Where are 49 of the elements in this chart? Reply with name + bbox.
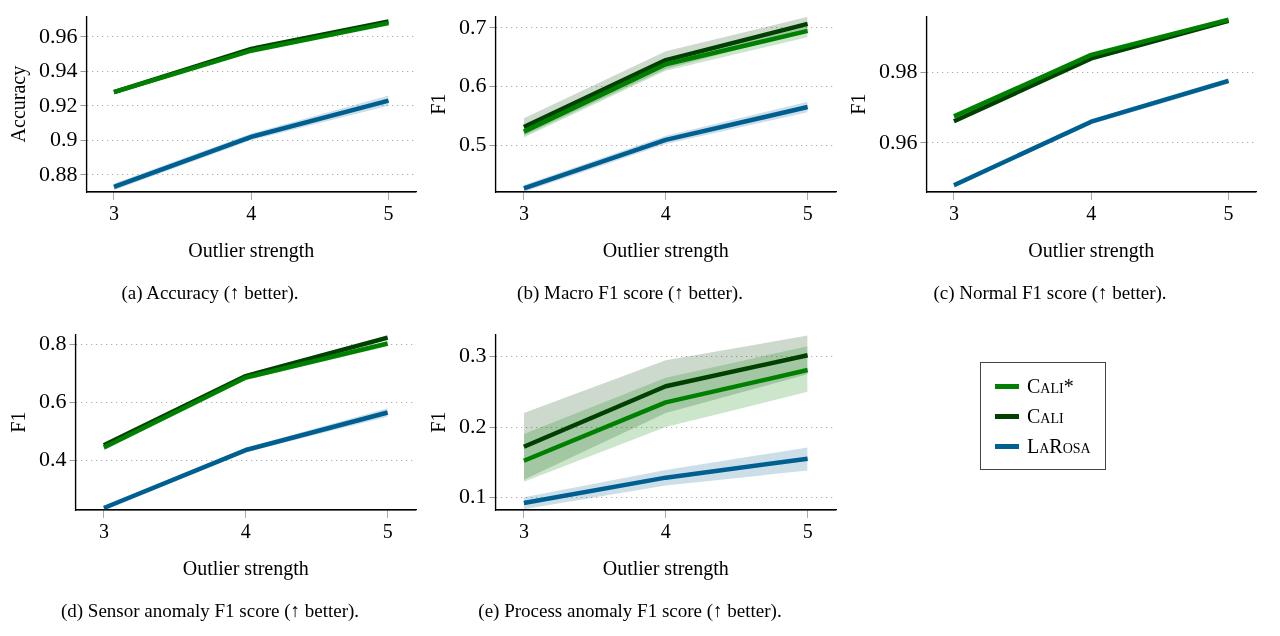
x-tick-label: 4 [246, 202, 257, 225]
y-tick-label: 0.96 [879, 128, 918, 154]
text: (e) Process anomaly F1 score (↑ better). [477, 600, 783, 622]
y-tick-label: 0.7 [459, 13, 487, 39]
text: (d) Sensor anomaly F1 score (↑ better). [59, 600, 361, 622]
y-tick-label: 0.4 [39, 446, 67, 472]
x-axis-title: Outlier strength [1028, 239, 1155, 263]
legend-label: Cali [1027, 404, 1064, 428]
x-tick-label: 4 [240, 520, 251, 543]
legend-label: Cali* [1027, 374, 1074, 398]
y-tick-label: 0.88 [39, 160, 78, 186]
x-axis-title: Outlier strength [602, 239, 729, 263]
x-axis-title: Outlier strength [182, 557, 309, 581]
y-axis-title: F1 [427, 411, 450, 433]
x-tick-label: 5 [802, 520, 813, 543]
y-axis-title: F1 [847, 93, 870, 115]
x-tick-label: 4 [1086, 202, 1097, 225]
x-tick-label: 3 [98, 520, 109, 543]
y-tick-label: 0.1 [459, 483, 487, 509]
y-tick-label: 0.8 [39, 329, 67, 355]
legend-label: LaRosa [1027, 434, 1091, 458]
y-tick-label: 0.96 [39, 22, 78, 48]
text: (c) Normal F1 score (↑ better). [932, 282, 1168, 304]
text: (a) Accuracy (↑ better). [120, 282, 300, 304]
y-tick-label: 0.5 [459, 130, 487, 156]
y-tick-label: 0.94 [39, 57, 78, 83]
y-tick-label: 0.92 [39, 91, 78, 117]
y-tick-label: 0.98 [879, 58, 918, 84]
y-tick-label: 0.6 [39, 388, 67, 414]
x-tick-label: 5 [382, 520, 393, 543]
y-tick-label: 0.2 [459, 412, 487, 438]
x-tick-label: 5 [802, 202, 813, 225]
x-tick-label: 3 [518, 520, 529, 543]
y-axis-title: F1 [7, 411, 30, 433]
x-tick-label: 3 [518, 202, 529, 225]
y-tick-label: 0.6 [459, 72, 487, 98]
x-tick-label: 3 [108, 202, 119, 225]
x-tick-label: 4 [660, 520, 671, 543]
text: (b) Macro F1 score (↑ better). [516, 282, 744, 304]
x-tick-label: 3 [948, 202, 959, 225]
x-tick-label: 4 [660, 202, 671, 225]
x-axis-title: Outlier strength [602, 557, 729, 581]
y-axis-title: Accuracy [7, 65, 31, 143]
y-tick-label: 0.9 [50, 126, 78, 152]
x-tick-label: 5 [1223, 202, 1234, 225]
x-axis-title: Outlier strength [188, 239, 315, 263]
x-tick-label: 5 [383, 202, 394, 225]
y-tick-label: 0.3 [459, 342, 487, 368]
y-axis-title: F1 [427, 93, 450, 115]
